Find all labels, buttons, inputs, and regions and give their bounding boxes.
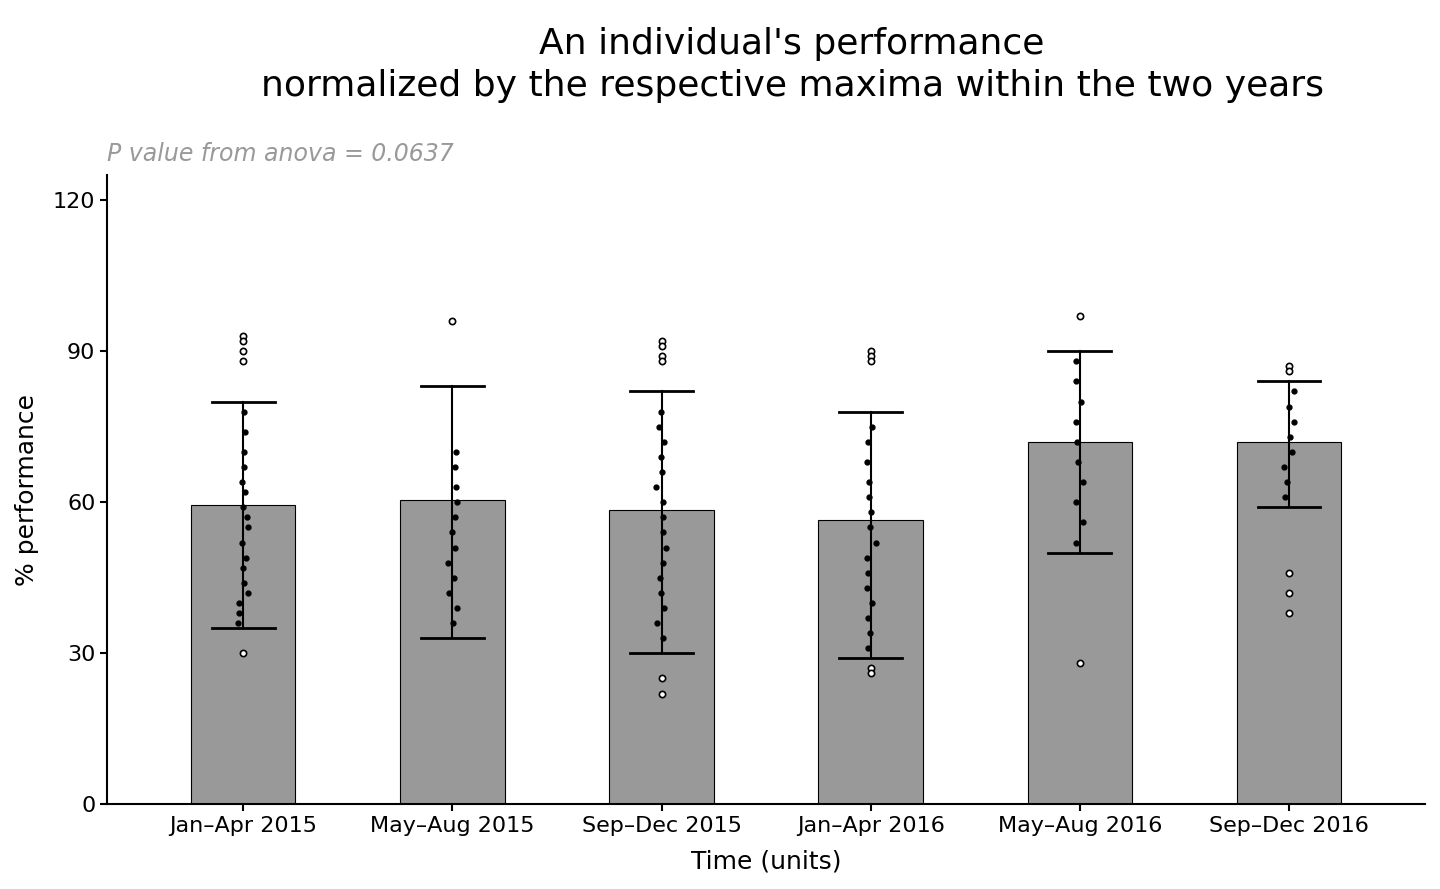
Text: P value from anova = 0.0637: P value from anova = 0.0637 — [107, 142, 454, 166]
Bar — [609, 509, 714, 805]
Bar — [1028, 442, 1132, 805]
Bar — [818, 520, 923, 805]
X-axis label: Time (units): Time (units) — [691, 850, 841, 874]
Y-axis label: % performance: % performance — [14, 394, 39, 586]
Bar — [400, 500, 504, 805]
Text: An individual's performance
normalized by the respective maxima within the two y: An individual's performance normalized b… — [261, 27, 1323, 103]
Bar — [192, 505, 295, 805]
Bar — [1237, 442, 1341, 805]
